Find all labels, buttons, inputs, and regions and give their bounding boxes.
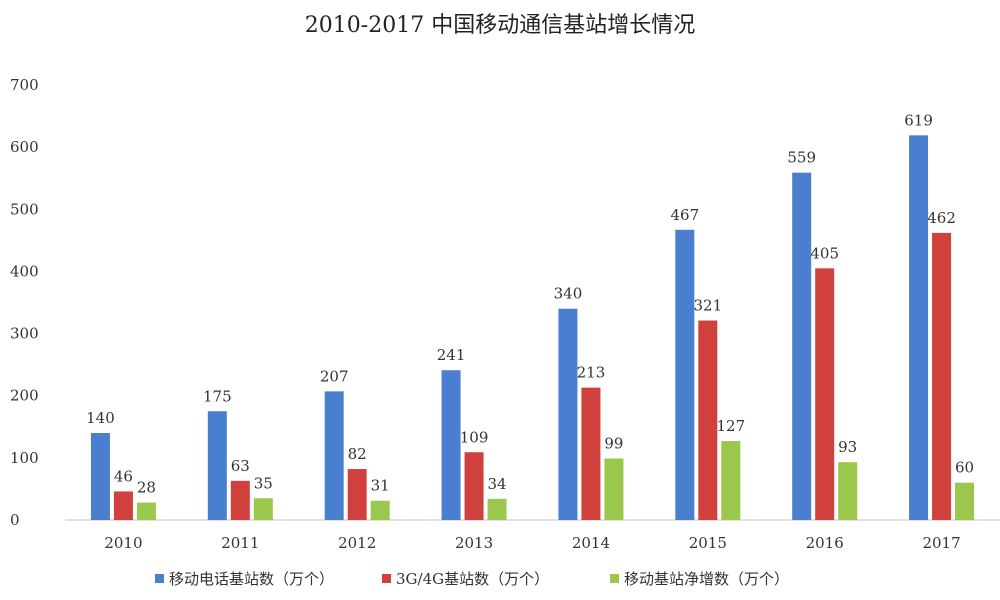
legend-label: 3G/4G基站数（万个） xyxy=(396,570,549,588)
bar-series-3 xyxy=(370,500,390,520)
data-label: 241 xyxy=(437,346,466,364)
data-label: 28 xyxy=(137,479,156,497)
data-label: 34 xyxy=(488,475,507,493)
data-label: 462 xyxy=(927,209,956,227)
x-tick-label: 2010 xyxy=(104,534,142,552)
data-label: 63 xyxy=(231,457,250,475)
bar-series-2 xyxy=(464,452,484,520)
bar-series-3 xyxy=(721,441,741,520)
y-tick-label: 500 xyxy=(10,200,39,218)
bar-series-1 xyxy=(324,391,344,520)
chart-title: 2010-2017 中国移动通信基站增长情况 xyxy=(305,13,695,38)
y-tick-label: 700 xyxy=(10,76,39,94)
legend: 移动电话基站数（万个） 3G/4G基站数（万个） 移动基站净增数（万个） xyxy=(155,570,789,588)
x-tick-label: 2017 xyxy=(922,534,960,552)
bar-series-2 xyxy=(932,232,952,520)
y-tick-label: 400 xyxy=(10,262,39,280)
bar-series-1 xyxy=(792,172,812,520)
bar-series-2 xyxy=(581,387,601,520)
y-tick-label: 300 xyxy=(10,325,39,343)
bar-series-3 xyxy=(955,482,975,520)
x-axis: 2010 2011 2012 2013 2014 2015 2016 2017 xyxy=(104,534,960,552)
bar-series-3 xyxy=(136,502,156,520)
data-label: 213 xyxy=(577,364,606,382)
bar-series-1 xyxy=(90,433,110,520)
bar-series-3 xyxy=(838,462,858,520)
data-label: 127 xyxy=(716,417,745,435)
x-tick-label: 2012 xyxy=(338,534,376,552)
data-label: 559 xyxy=(787,149,816,167)
bar-series-2 xyxy=(815,268,835,520)
legend-swatch xyxy=(382,574,391,583)
legend-swatch xyxy=(155,574,164,583)
legend-swatch xyxy=(610,574,619,583)
bar-series-2 xyxy=(230,480,250,520)
data-label: 82 xyxy=(348,445,367,463)
y-tick-label: 0 xyxy=(10,511,20,529)
data-label: 140 xyxy=(86,409,115,427)
bar-series-1 xyxy=(207,411,227,520)
data-label: 405 xyxy=(810,244,839,262)
y-tick-label: 200 xyxy=(10,387,39,405)
y-axis: 0 100 200 300 400 500 600 700 xyxy=(10,76,39,529)
bar-series-1 xyxy=(558,308,578,520)
x-tick-label: 2015 xyxy=(689,534,727,552)
data-label: 35 xyxy=(254,474,273,492)
data-label: 619 xyxy=(904,111,933,129)
data-label: 46 xyxy=(114,467,133,485)
legend-label: 移动电话基站数（万个） xyxy=(169,570,334,588)
bar-series-1 xyxy=(441,370,461,520)
data-label: 467 xyxy=(670,206,699,224)
x-tick-label: 2013 xyxy=(455,534,493,552)
data-label: 31 xyxy=(371,477,390,495)
bar-series-1 xyxy=(909,135,929,521)
bar-series-3 xyxy=(487,498,507,520)
data-label: 60 xyxy=(955,459,974,477)
x-tick-label: 2014 xyxy=(572,534,610,552)
data-label: 93 xyxy=(838,438,857,456)
data-label: 207 xyxy=(320,367,349,385)
x-tick-label: 2011 xyxy=(221,534,259,552)
bar-series-2 xyxy=(113,491,133,520)
data-label: 99 xyxy=(604,434,623,452)
data-label: 175 xyxy=(203,387,232,405)
bar-series-3 xyxy=(604,458,624,520)
data-label: 321 xyxy=(693,297,722,315)
bar-series-3 xyxy=(253,498,273,520)
bar-series-2 xyxy=(698,320,718,520)
y-tick-label: 600 xyxy=(10,138,39,156)
bar-series-1 xyxy=(675,229,695,521)
legend-label: 移动基站净增数（万个） xyxy=(624,570,789,588)
bar-series-2 xyxy=(347,469,367,520)
data-label: 109 xyxy=(460,428,489,446)
y-tick-label: 100 xyxy=(10,449,39,467)
data-label: 340 xyxy=(554,285,583,303)
x-tick-label: 2016 xyxy=(806,534,844,552)
